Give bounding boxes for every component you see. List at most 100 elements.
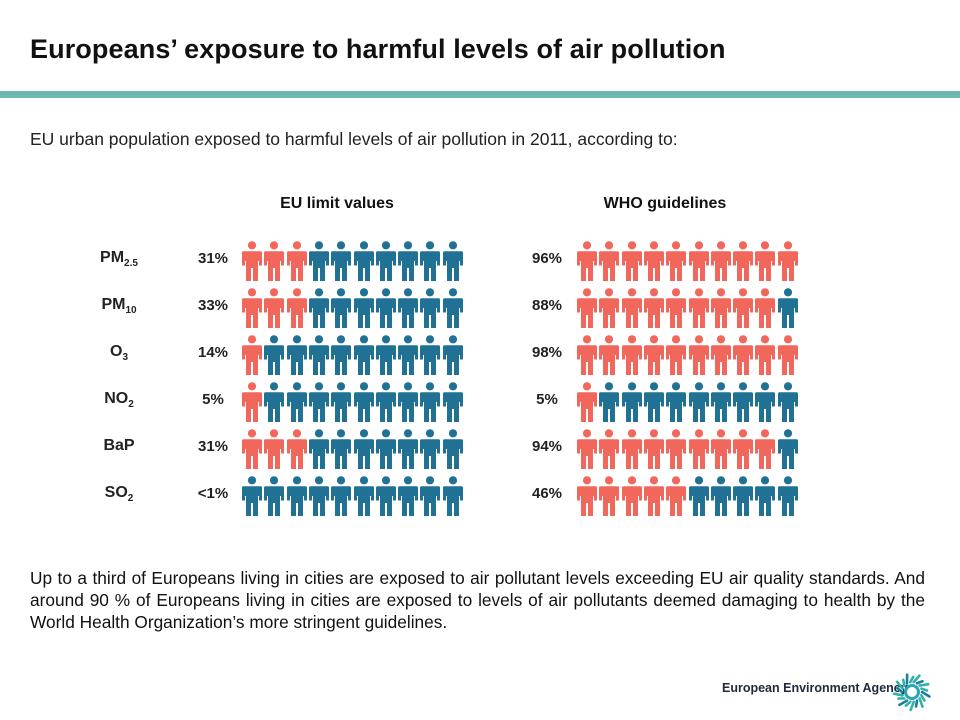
person-exposed-icon — [755, 241, 776, 281]
person-exposed-icon — [242, 241, 262, 281]
who-column-heading: WHO guidelines — [603, 195, 727, 212]
who-percentage-label: 46% — [531, 485, 563, 502]
logo-ray — [895, 680, 904, 690]
person-exposed-icon — [666, 476, 687, 516]
eu-percentage-label: 5% — [202, 391, 224, 408]
person-exposed-icon — [621, 476, 642, 516]
pollutant-symbol: O — [109, 343, 123, 360]
summary-paragraph: Up to a third of Europeans living in cit… — [30, 568, 925, 632]
who-percentage-label: 96% — [531, 250, 563, 267]
person-not-exposed-icon — [398, 241, 419, 281]
person-not-exposed-icon — [353, 476, 374, 516]
eu-percentage-label: 33% — [197, 297, 229, 314]
person-not-exposed-icon — [353, 335, 374, 375]
person-not-exposed-icon — [733, 476, 754, 516]
person-not-exposed-icon — [420, 288, 441, 328]
person-exposed-icon — [577, 476, 597, 516]
person-not-exposed-icon — [308, 241, 329, 281]
chart-subtitle: EU urban population exposed to harmful l… — [30, 129, 678, 149]
person-not-exposed-icon — [420, 335, 441, 375]
person-not-exposed-icon — [264, 476, 285, 516]
person-exposed-icon — [599, 241, 620, 281]
pollutant-symbol: NO — [104, 390, 129, 407]
person-exposed-icon — [577, 429, 597, 469]
person-exposed-icon — [242, 382, 262, 422]
person-not-exposed-icon — [420, 241, 441, 281]
person-not-exposed-icon — [375, 335, 396, 375]
person-exposed-icon — [621, 429, 642, 469]
person-not-exposed-icon — [308, 382, 329, 422]
person-not-exposed-icon — [353, 382, 374, 422]
person-not-exposed-icon — [353, 429, 374, 469]
person-not-exposed-icon — [353, 241, 374, 281]
person-not-exposed-icon — [666, 382, 687, 422]
person-exposed-icon — [755, 335, 776, 375]
person-exposed-icon — [242, 335, 262, 375]
pollutant-subscript: 10 — [125, 305, 137, 316]
pollutant-row: SO2 <1% 46% — [0, 476, 960, 516]
logo-ray — [908, 675, 915, 684]
pollutant-symbol: PM — [101, 296, 126, 313]
person-exposed-icon — [599, 288, 620, 328]
person-exposed-icon — [666, 429, 687, 469]
person-exposed-icon — [688, 429, 709, 469]
person-exposed-icon — [643, 288, 664, 328]
person-not-exposed-icon — [442, 241, 463, 281]
eu-column-heading: EU limit values — [280, 195, 394, 212]
eu-percentage-label: <1% — [197, 485, 229, 502]
pollutant-subscript: 2 — [128, 399, 134, 410]
pollutant-label: O3 — [78, 343, 160, 363]
logo-ray — [904, 700, 912, 707]
person-exposed-icon — [755, 429, 776, 469]
person-not-exposed-icon — [308, 335, 329, 375]
person-not-exposed-icon — [420, 476, 441, 516]
who-percentage-label: 88% — [531, 297, 563, 314]
person-not-exposed-icon — [308, 429, 329, 469]
person-not-exposed-icon — [375, 476, 396, 516]
person-exposed-icon — [733, 288, 754, 328]
logo-ray — [909, 700, 916, 712]
person-not-exposed-icon — [398, 382, 419, 422]
person-not-exposed-icon — [331, 382, 352, 422]
person-not-exposed-icon — [733, 382, 754, 422]
title-divider — [0, 91, 960, 98]
pollutant-row: PM2.5 31% 96% — [0, 241, 960, 281]
person-not-exposed-icon — [286, 476, 307, 516]
person-not-exposed-icon — [442, 382, 463, 422]
logo-ray — [920, 690, 931, 698]
person-exposed-icon — [733, 335, 754, 375]
person-exposed-icon — [577, 288, 597, 328]
person-exposed-icon — [755, 288, 776, 328]
person-exposed-icon — [666, 241, 687, 281]
person-not-exposed-icon — [353, 288, 374, 328]
eu-percentage-label: 31% — [197, 250, 229, 267]
pollutant-label: SO2 — [78, 484, 160, 504]
person-exposed-icon — [621, 241, 642, 281]
person-not-exposed-icon — [398, 288, 419, 328]
logo-ray — [915, 679, 924, 685]
person-not-exposed-icon — [777, 288, 798, 328]
person-exposed-icon — [621, 335, 642, 375]
logo-ray — [892, 692, 904, 697]
logo-ray — [920, 687, 929, 692]
person-not-exposed-icon — [375, 288, 396, 328]
person-not-exposed-icon — [442, 476, 463, 516]
person-exposed-icon — [666, 288, 687, 328]
person-not-exposed-icon — [264, 335, 285, 375]
person-exposed-icon — [577, 241, 597, 281]
pollutant-subscript: 2.5 — [124, 258, 138, 269]
person-not-exposed-icon — [331, 241, 352, 281]
person-not-exposed-icon — [375, 241, 396, 281]
person-exposed-icon — [688, 335, 709, 375]
pollutant-subscript: 3 — [122, 352, 128, 363]
person-not-exposed-icon — [710, 476, 731, 516]
person-not-exposed-icon — [242, 476, 262, 516]
person-not-exposed-icon — [643, 382, 664, 422]
person-not-exposed-icon — [688, 382, 709, 422]
logo-ray — [918, 697, 924, 708]
logo-ray — [898, 699, 909, 707]
person-not-exposed-icon — [308, 476, 329, 516]
who-percentage-label: 5% — [536, 391, 558, 408]
person-exposed-icon — [777, 241, 798, 281]
pollutant-row: PM10 33% 88% — [0, 288, 960, 328]
